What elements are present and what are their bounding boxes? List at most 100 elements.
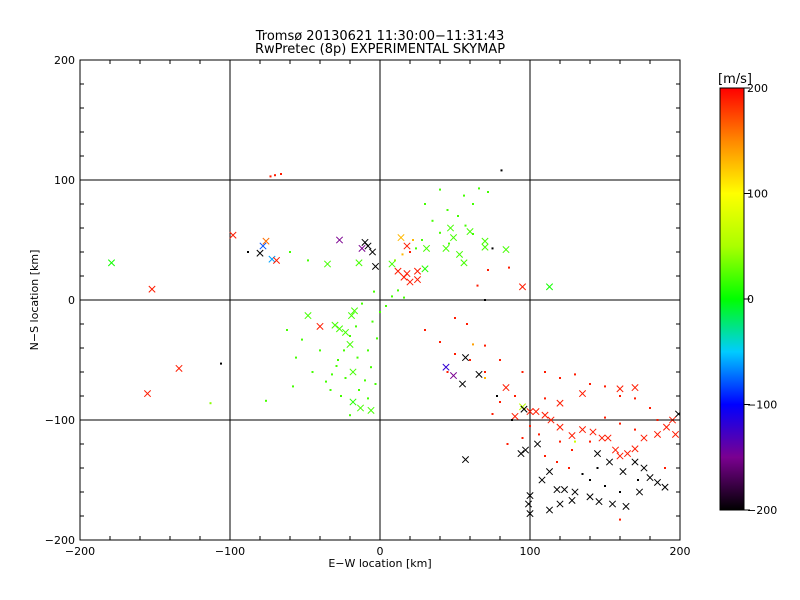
data-point-stroke <box>143 390 152 398</box>
data-point-dot <box>374 383 377 385</box>
data-point-x <box>461 456 470 464</box>
data-point-stroke <box>623 450 632 458</box>
data-point-x <box>653 478 662 486</box>
data-point-dot <box>403 296 405 299</box>
data-point-stroke <box>422 244 431 252</box>
data-point-stroke <box>335 236 344 244</box>
data-point-x <box>578 390 587 398</box>
data-point-dot <box>355 325 357 328</box>
data-point-stroke <box>605 458 614 466</box>
data-point-stroke <box>335 325 344 333</box>
data-point-x <box>367 406 375 414</box>
data-point-x <box>356 404 365 412</box>
data-point-x <box>394 267 402 275</box>
data-point-x <box>143 390 152 398</box>
data-point-dot <box>265 399 267 402</box>
data-point-stroke <box>545 468 554 476</box>
data-point-dot <box>292 385 294 388</box>
data-point-stroke <box>446 224 455 232</box>
data-point-dot <box>506 443 509 445</box>
data-point-stroke <box>526 408 534 416</box>
data-point-x <box>640 434 648 442</box>
data-point-stroke <box>413 267 422 275</box>
data-point-x <box>481 237 489 245</box>
data-point-x <box>589 428 597 436</box>
colorbar-tick-label: −100 <box>747 399 777 412</box>
data-point-dot <box>649 407 651 409</box>
data-point-x <box>256 249 264 257</box>
data-point-x <box>518 283 527 291</box>
data-point-stroke <box>262 237 270 245</box>
data-point-dot <box>487 191 489 193</box>
data-point-stroke <box>367 406 375 414</box>
data-point-dot <box>664 467 666 469</box>
data-point-stroke <box>653 430 662 438</box>
data-point-dot <box>397 289 399 292</box>
data-point-x <box>619 468 627 476</box>
data-point-x <box>323 260 332 268</box>
x-tick-label: 200 <box>670 545 691 558</box>
colorbar-tick-label: 0 <box>747 293 754 306</box>
data-point-stroke <box>406 278 414 286</box>
data-point-x <box>460 259 468 267</box>
colorbar <box>719 87 745 511</box>
data-point-stroke <box>640 464 648 472</box>
data-point-x <box>502 246 510 254</box>
data-point-x <box>449 234 458 242</box>
data-point-dot <box>656 419 659 421</box>
data-point-stroke <box>518 283 527 291</box>
data-point-x <box>568 432 576 440</box>
data-point-x <box>568 496 576 504</box>
data-point-stroke <box>256 249 264 257</box>
colorbar-ticks: 200 100 0 −100 −200 <box>744 82 777 517</box>
data-point-x <box>371 262 380 270</box>
data-point-x <box>229 231 237 239</box>
data-point-stroke <box>631 445 639 453</box>
data-point-stroke <box>442 244 450 252</box>
data-point-x <box>413 267 422 275</box>
data-point-stroke <box>533 440 542 448</box>
data-point-dot <box>469 359 471 361</box>
data-point-x <box>475 370 483 378</box>
data-point-dot <box>581 473 584 475</box>
data-point-dot <box>604 385 606 388</box>
data-point-stroke <box>413 276 422 284</box>
data-point-dot <box>496 395 498 397</box>
data-point-stroke <box>259 242 267 250</box>
data-point-dot <box>604 416 606 419</box>
data-point-x <box>586 493 594 501</box>
data-point-dot <box>409 251 411 253</box>
data-point-dot <box>559 377 561 379</box>
data-point-stroke <box>671 430 680 438</box>
data-point-dot <box>439 341 441 343</box>
data-point-dot <box>376 337 378 340</box>
data-point-stroke <box>346 340 354 348</box>
data-point-dot <box>514 395 516 397</box>
data-point-stroke <box>611 446 620 454</box>
data-point-x <box>556 423 564 431</box>
data-point-dot <box>274 174 276 177</box>
data-point-stroke <box>635 488 644 496</box>
data-point-x <box>259 242 267 250</box>
data-point-stroke <box>545 283 554 291</box>
data-point-dot <box>454 317 456 319</box>
data-point-stroke <box>661 483 669 491</box>
data-point-dot <box>364 379 366 382</box>
data-point-stroke <box>619 468 627 476</box>
axis-ticks: −200 −100 0 100 200 −200 −100 0 100 200 <box>45 54 691 558</box>
data-point-stroke <box>268 255 276 263</box>
data-point-dot <box>464 224 467 227</box>
data-point-stroke <box>545 506 554 514</box>
data-point-stroke <box>502 246 510 254</box>
data-point-dot <box>463 194 465 197</box>
data-point-dot <box>472 233 474 235</box>
data-point-x <box>541 411 549 419</box>
data-point-dot <box>472 203 474 205</box>
data-point-dot <box>358 389 360 391</box>
data-point-dot <box>289 251 291 253</box>
data-point-dot <box>637 479 639 481</box>
data-point-dot <box>596 467 599 469</box>
data-point-stroke <box>356 404 365 412</box>
data-point-x <box>347 312 356 320</box>
data-point-stroke <box>631 384 639 392</box>
